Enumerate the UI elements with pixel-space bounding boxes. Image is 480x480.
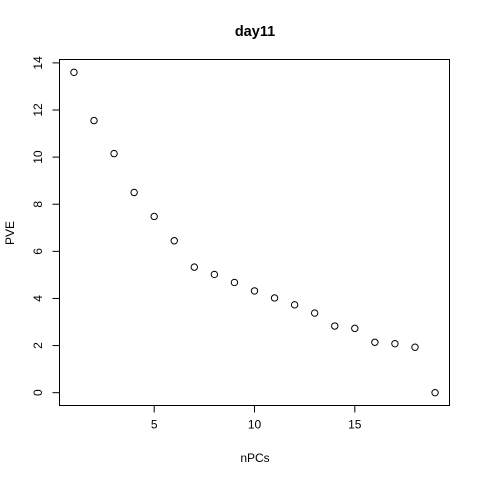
data-point [331,322,339,330]
y-tick-label: 6 [31,248,45,255]
y-tick-label: 12 [31,103,45,117]
data-point [230,278,239,287]
x-tick-label: 5 [151,418,158,432]
x-tick-label: 10 [248,418,262,432]
data-point [210,270,219,279]
data-point [310,309,319,317]
data-point [70,68,78,77]
data-point [170,237,178,245]
y-axis: 0 2 4 6 8 10 12 14 [31,56,60,396]
data-point [190,263,199,271]
data-point [270,294,279,302]
y-tick-label: 4 [31,295,45,302]
data-point [130,188,138,197]
y-tick-label: 0 [31,389,45,396]
data-points [70,68,439,397]
data-point [371,338,379,346]
y-tick-label: 10 [31,150,45,164]
data-point [110,149,118,158]
data-point [391,339,399,348]
chart-title: day11 [235,24,275,40]
data-point [150,212,158,221]
y-tick-label: 2 [31,342,45,349]
plot-frame [59,59,450,406]
x-axis: 5 10 15 [151,405,362,432]
data-point [90,116,98,125]
data-point [431,388,439,397]
data-point [351,324,359,333]
y-axis-label: PVE [3,221,17,245]
x-axis-label: nPCs [240,451,269,465]
x-tick-label: 15 [348,418,362,432]
data-point [411,343,419,351]
y-tick-label: 8 [31,201,45,208]
data-point [250,287,259,295]
y-tick-label: 14 [31,56,45,70]
data-point [290,301,299,309]
